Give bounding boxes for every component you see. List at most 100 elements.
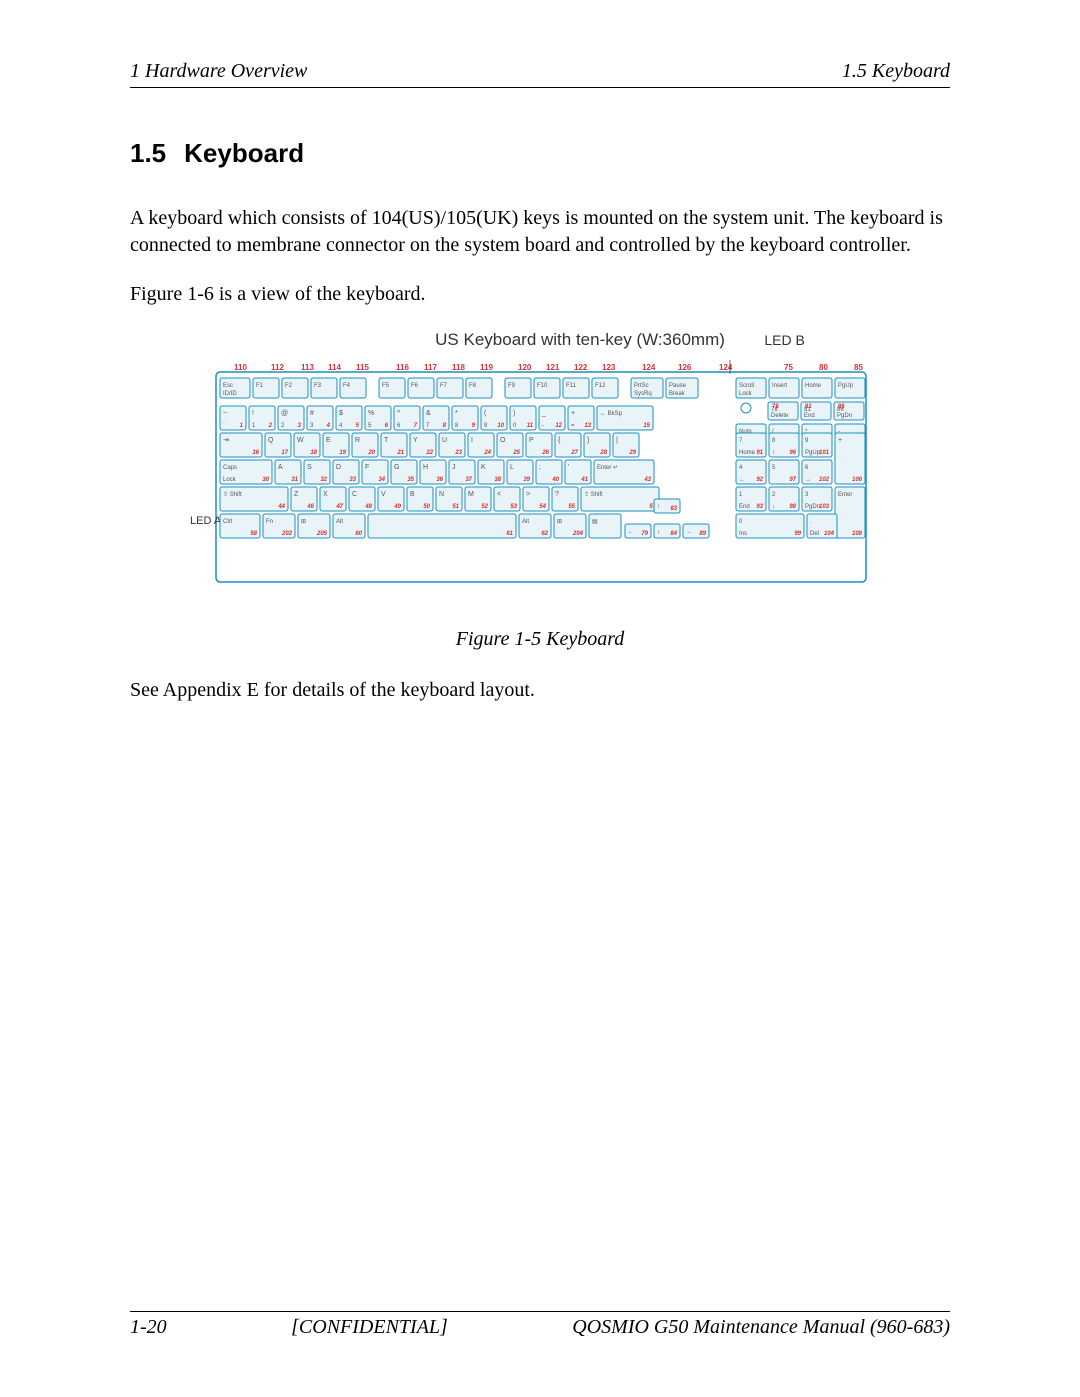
svg-text:Q: Q	[268, 437, 274, 444]
svg-text:Lock: Lock	[223, 477, 237, 483]
svg-text:Ctrl: Ctrl	[223, 519, 232, 525]
svg-text:Insert: Insert	[772, 383, 787, 389]
svg-text:$: $	[339, 410, 343, 417]
svg-text:119: 119	[480, 363, 493, 372]
svg-text:<: <	[497, 491, 501, 498]
svg-text:36: 36	[436, 477, 443, 483]
svg-text:96: 96	[789, 450, 796, 456]
svg-text:16: 16	[252, 450, 259, 456]
svg-text:84: 84	[670, 531, 677, 537]
svg-text:Lock: Lock	[739, 391, 753, 397]
svg-text:83: 83	[670, 506, 677, 512]
svg-text:PgDn: PgDn	[837, 413, 852, 419]
svg-text:46: 46	[306, 504, 314, 510]
svg-text:J: J	[452, 464, 456, 471]
svg-text:C: C	[352, 491, 357, 498]
svg-text:SysRq: SysRq	[634, 391, 652, 397]
svg-text:#: #	[310, 410, 314, 417]
svg-text:⇥: ⇥	[223, 437, 229, 444]
svg-text:86: 86	[838, 404, 845, 410]
svg-text:D: D	[336, 464, 341, 471]
svg-text:48: 48	[364, 504, 372, 510]
svg-text:39: 39	[523, 477, 530, 483]
svg-text:▤: ▤	[592, 519, 598, 525]
svg-text:LED A: LED A	[190, 515, 222, 527]
svg-text:F3: F3	[314, 383, 322, 389]
footer-confidential: [CONFIDENTIAL]	[291, 1316, 448, 1339]
svg-text:↓: ↓	[772, 504, 775, 510]
svg-text:106: 106	[852, 477, 863, 483]
svg-text:22: 22	[425, 450, 433, 456]
svg-text:⊞: ⊞	[557, 519, 562, 525]
svg-text:58: 58	[250, 531, 257, 537]
svg-text:78: 78	[772, 404, 779, 410]
svg-text:⊞: ⊞	[301, 519, 306, 525]
svg-text:25: 25	[512, 450, 520, 456]
svg-text:Z: Z	[294, 491, 299, 498]
svg-text:112: 112	[271, 363, 284, 372]
svg-text:13: 13	[584, 423, 591, 429]
svg-text:-: -	[542, 423, 544, 429]
svg-text:W: W	[297, 437, 304, 444]
svg-text:T: T	[384, 437, 389, 444]
svg-text:': '	[568, 464, 569, 471]
svg-text:50: 50	[423, 504, 430, 510]
svg-text:Pause: Pause	[669, 383, 687, 389]
svg-text:118: 118	[452, 363, 465, 372]
svg-text:F6: F6	[411, 383, 419, 389]
svg-text:93: 93	[756, 504, 763, 510]
svg-text:41: 41	[580, 477, 588, 483]
svg-text:113: 113	[301, 363, 314, 372]
svg-text:38: 38	[494, 477, 501, 483]
svg-text:98: 98	[789, 504, 796, 510]
svg-text:47: 47	[335, 504, 343, 510]
svg-text:31: 31	[291, 477, 298, 483]
svg-text:52: 52	[481, 504, 488, 510]
svg-text:F1: F1	[256, 383, 264, 389]
svg-text:110: 110	[234, 363, 247, 372]
svg-text:F12: F12	[595, 383, 606, 389]
svg-text:15: 15	[643, 423, 650, 429]
svg-text:←: ←	[739, 477, 745, 483]
svg-text:12: 12	[555, 423, 562, 429]
svg-text:4: 4	[326, 423, 331, 429]
svg-text:M: M	[468, 491, 474, 498]
svg-text:53: 53	[510, 504, 517, 510]
svg-text:120: 120	[518, 363, 532, 372]
svg-text:← BkSp: ← BkSp	[600, 411, 623, 417]
svg-text:102: 102	[819, 477, 830, 483]
svg-text:27: 27	[570, 450, 578, 456]
svg-text:F7: F7	[440, 383, 448, 389]
svg-text:104: 104	[824, 531, 835, 537]
svg-text:2: 2	[268, 423, 273, 429]
svg-text:Ins: Ins	[739, 531, 747, 537]
svg-text:+: +	[571, 410, 575, 417]
svg-text:PgUp: PgUp	[838, 383, 854, 389]
svg-text:43: 43	[643, 477, 651, 483]
svg-text:F4: F4	[343, 383, 351, 389]
svg-text:79: 79	[641, 531, 648, 537]
svg-text:10: 10	[497, 423, 504, 429]
svg-text:54: 54	[539, 504, 546, 510]
svg-text:_: _	[541, 410, 546, 417]
svg-text:Break: Break	[669, 391, 686, 397]
svg-text:108: 108	[852, 531, 863, 537]
svg-text:19: 19	[339, 450, 346, 456]
svg-text:121: 121	[546, 363, 560, 372]
svg-text:F2: F2	[285, 383, 293, 389]
ledb-label: LED B	[764, 332, 804, 348]
svg-text:↑: ↑	[657, 504, 660, 510]
svg-text:17: 17	[281, 450, 288, 456]
svg-text:20: 20	[367, 450, 375, 456]
svg-text:202: 202	[281, 531, 293, 537]
svg-text:!: !	[252, 410, 254, 417]
svg-text:35: 35	[407, 477, 414, 483]
page-footer: 1-20 [CONFIDENTIAL] QOSMIO G50 Maintenan…	[130, 1311, 950, 1339]
svg-text:Alt: Alt	[336, 519, 343, 525]
svg-text:→: →	[686, 529, 692, 535]
svg-text:24: 24	[483, 450, 491, 456]
svg-text:34: 34	[378, 477, 385, 483]
svg-text:ID/ID: ID/ID	[223, 391, 237, 397]
svg-text:F5: F5	[382, 383, 390, 389]
svg-text:30: 30	[262, 477, 269, 483]
